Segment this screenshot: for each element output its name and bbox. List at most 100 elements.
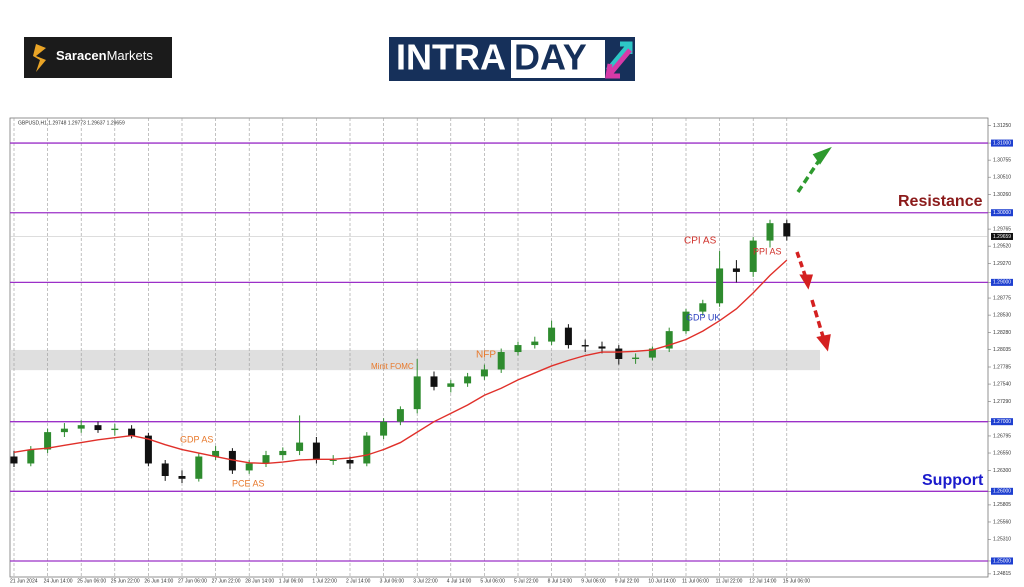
candle-body <box>296 442 304 451</box>
candle-body <box>548 327 556 342</box>
x-tick-label: 1 Jul 22:00 <box>312 578 337 584</box>
annotation: GDP UK <box>686 312 720 322</box>
x-tick-label: 5 Jul 22:00 <box>514 578 539 584</box>
brand-name: SaracenMarkets <box>56 48 153 63</box>
y-tick-label: 1.25560 <box>993 519 1011 525</box>
annotation: PPI AS <box>753 246 782 256</box>
x-tick-label: 28 Jun 14:00 <box>245 578 274 584</box>
brand-bold: Saracen <box>56 48 107 63</box>
annotation: Minit FOMC <box>371 362 414 371</box>
y-tick-label: 1.28035 <box>993 347 1011 353</box>
support-zone <box>10 349 820 371</box>
intraday-right: DAY <box>514 37 587 78</box>
x-tick-label: 9 Jul 22:00 <box>615 578 640 584</box>
annotation: NFP <box>476 350 496 361</box>
current-price-label: 1.29659 <box>993 234 1011 240</box>
chart-layer: 21 Jun 2024 24 Jun 14:00 25 Jun 06:00 25 Ju… <box>10 118 1013 584</box>
logo-arrow-down <box>605 48 632 79</box>
y-tick-label: 1.29520 <box>993 243 1011 249</box>
y-tick-label: 1.26000 <box>993 489 1011 495</box>
y-tick-label: 1.29000 <box>993 280 1011 286</box>
forecast-arrowhead-up <box>812 146 832 165</box>
y-tick-label: 1.29765 <box>993 226 1011 232</box>
level-label-box <box>991 487 1013 495</box>
intraday-left: INTRA <box>396 37 506 78</box>
y-tick-label: 1.30000 <box>993 210 1011 216</box>
candle-body <box>161 463 169 477</box>
level-label-box <box>991 209 1013 217</box>
x-tick-label: 3 Jul 22:00 <box>413 578 438 584</box>
candle-body <box>430 376 438 387</box>
x-tick-label: 3 Jul 06:00 <box>380 578 405 584</box>
x-tick-label: 10 Jul 14:00 <box>648 578 675 584</box>
forecast-arrow-up <box>796 155 824 193</box>
y-tick-label: 1.27290 <box>993 399 1011 405</box>
candle-body <box>245 463 253 471</box>
y-tick-label: 1.26795 <box>993 433 1011 439</box>
y-tick-label: 1.26300 <box>993 468 1011 474</box>
intraday-right-box <box>511 40 605 78</box>
candle-body <box>766 223 774 241</box>
candle-body <box>262 455 270 464</box>
candle-body <box>464 376 472 384</box>
candle-body <box>60 428 68 433</box>
candle-body <box>44 432 52 450</box>
candle-body <box>632 357 640 359</box>
x-tick-label: 11 Jul 06:00 <box>682 578 709 584</box>
candle-body <box>144 435 152 464</box>
candle-body <box>699 303 707 312</box>
y-tick-label: 1.30510 <box>993 175 1011 181</box>
x-tick-label: 26 Jun 14:00 <box>144 578 173 584</box>
x-tick-label: 9 Jul 06:00 <box>581 578 606 584</box>
candle-body <box>497 352 505 370</box>
y-tick-label: 1.28530 <box>993 312 1011 318</box>
candle-body <box>94 425 102 431</box>
y-tick-label: 1.28280 <box>993 330 1011 336</box>
annotation: CPI AS <box>684 236 717 247</box>
plot-frame <box>9 117 989 578</box>
brand-logo-box <box>24 37 172 78</box>
candle-body <box>749 240 757 272</box>
x-tick-label: 12 Jul 14:00 <box>749 578 776 584</box>
y-tick-label: 1.29270 <box>993 261 1011 267</box>
y-tick-label: 1.24815 <box>993 571 1011 577</box>
y-tick-label: 1.30755 <box>993 157 1011 163</box>
annotation: Support <box>922 472 984 489</box>
x-tick-label: 2 Jul 14:00 <box>346 578 371 584</box>
level-label-box <box>991 557 1013 565</box>
moving-average <box>13 259 788 465</box>
candle-body <box>279 450 287 456</box>
y-tick-label: 1.25805 <box>993 502 1011 508</box>
candle-body <box>514 345 522 353</box>
y-tick-label: 1.30260 <box>993 192 1011 198</box>
y-tick-label: 1.27000 <box>993 419 1011 425</box>
candle-body <box>598 346 606 349</box>
y-tick-label: 1.31000 <box>993 140 1011 146</box>
candle-body <box>178 476 186 479</box>
x-tick-label: 5 Jul 06:00 <box>480 578 505 584</box>
annotation: GDP AS <box>180 434 213 444</box>
x-tick-label: 1 Jul 06:00 <box>279 578 304 584</box>
x-tick-label: 24 Jun 14:00 <box>44 578 73 584</box>
candle-body <box>665 331 673 349</box>
y-tick-label: 1.27785 <box>993 364 1011 370</box>
candle-body <box>783 223 791 237</box>
x-tick-label: 25 Jun 22:00 <box>111 578 140 584</box>
candle-body <box>10 456 18 464</box>
level-label-box <box>991 278 1013 286</box>
y-tick-label: 1.25000 <box>993 558 1011 564</box>
candle-body <box>531 341 539 346</box>
y-tick-label: 1.27540 <box>993 381 1011 387</box>
candle-body <box>615 348 623 359</box>
x-tick-label: 15 Jul 06:00 <box>783 578 810 584</box>
candle-body <box>329 459 337 461</box>
brand-rest: Markets <box>107 48 154 63</box>
candle-body <box>716 268 724 304</box>
candle-body <box>128 428 136 436</box>
forecast-arrow-down-1 <box>795 251 808 279</box>
forecast-arrow-down-2 <box>810 299 826 341</box>
candle-body <box>447 383 455 387</box>
candle-body <box>413 376 421 410</box>
